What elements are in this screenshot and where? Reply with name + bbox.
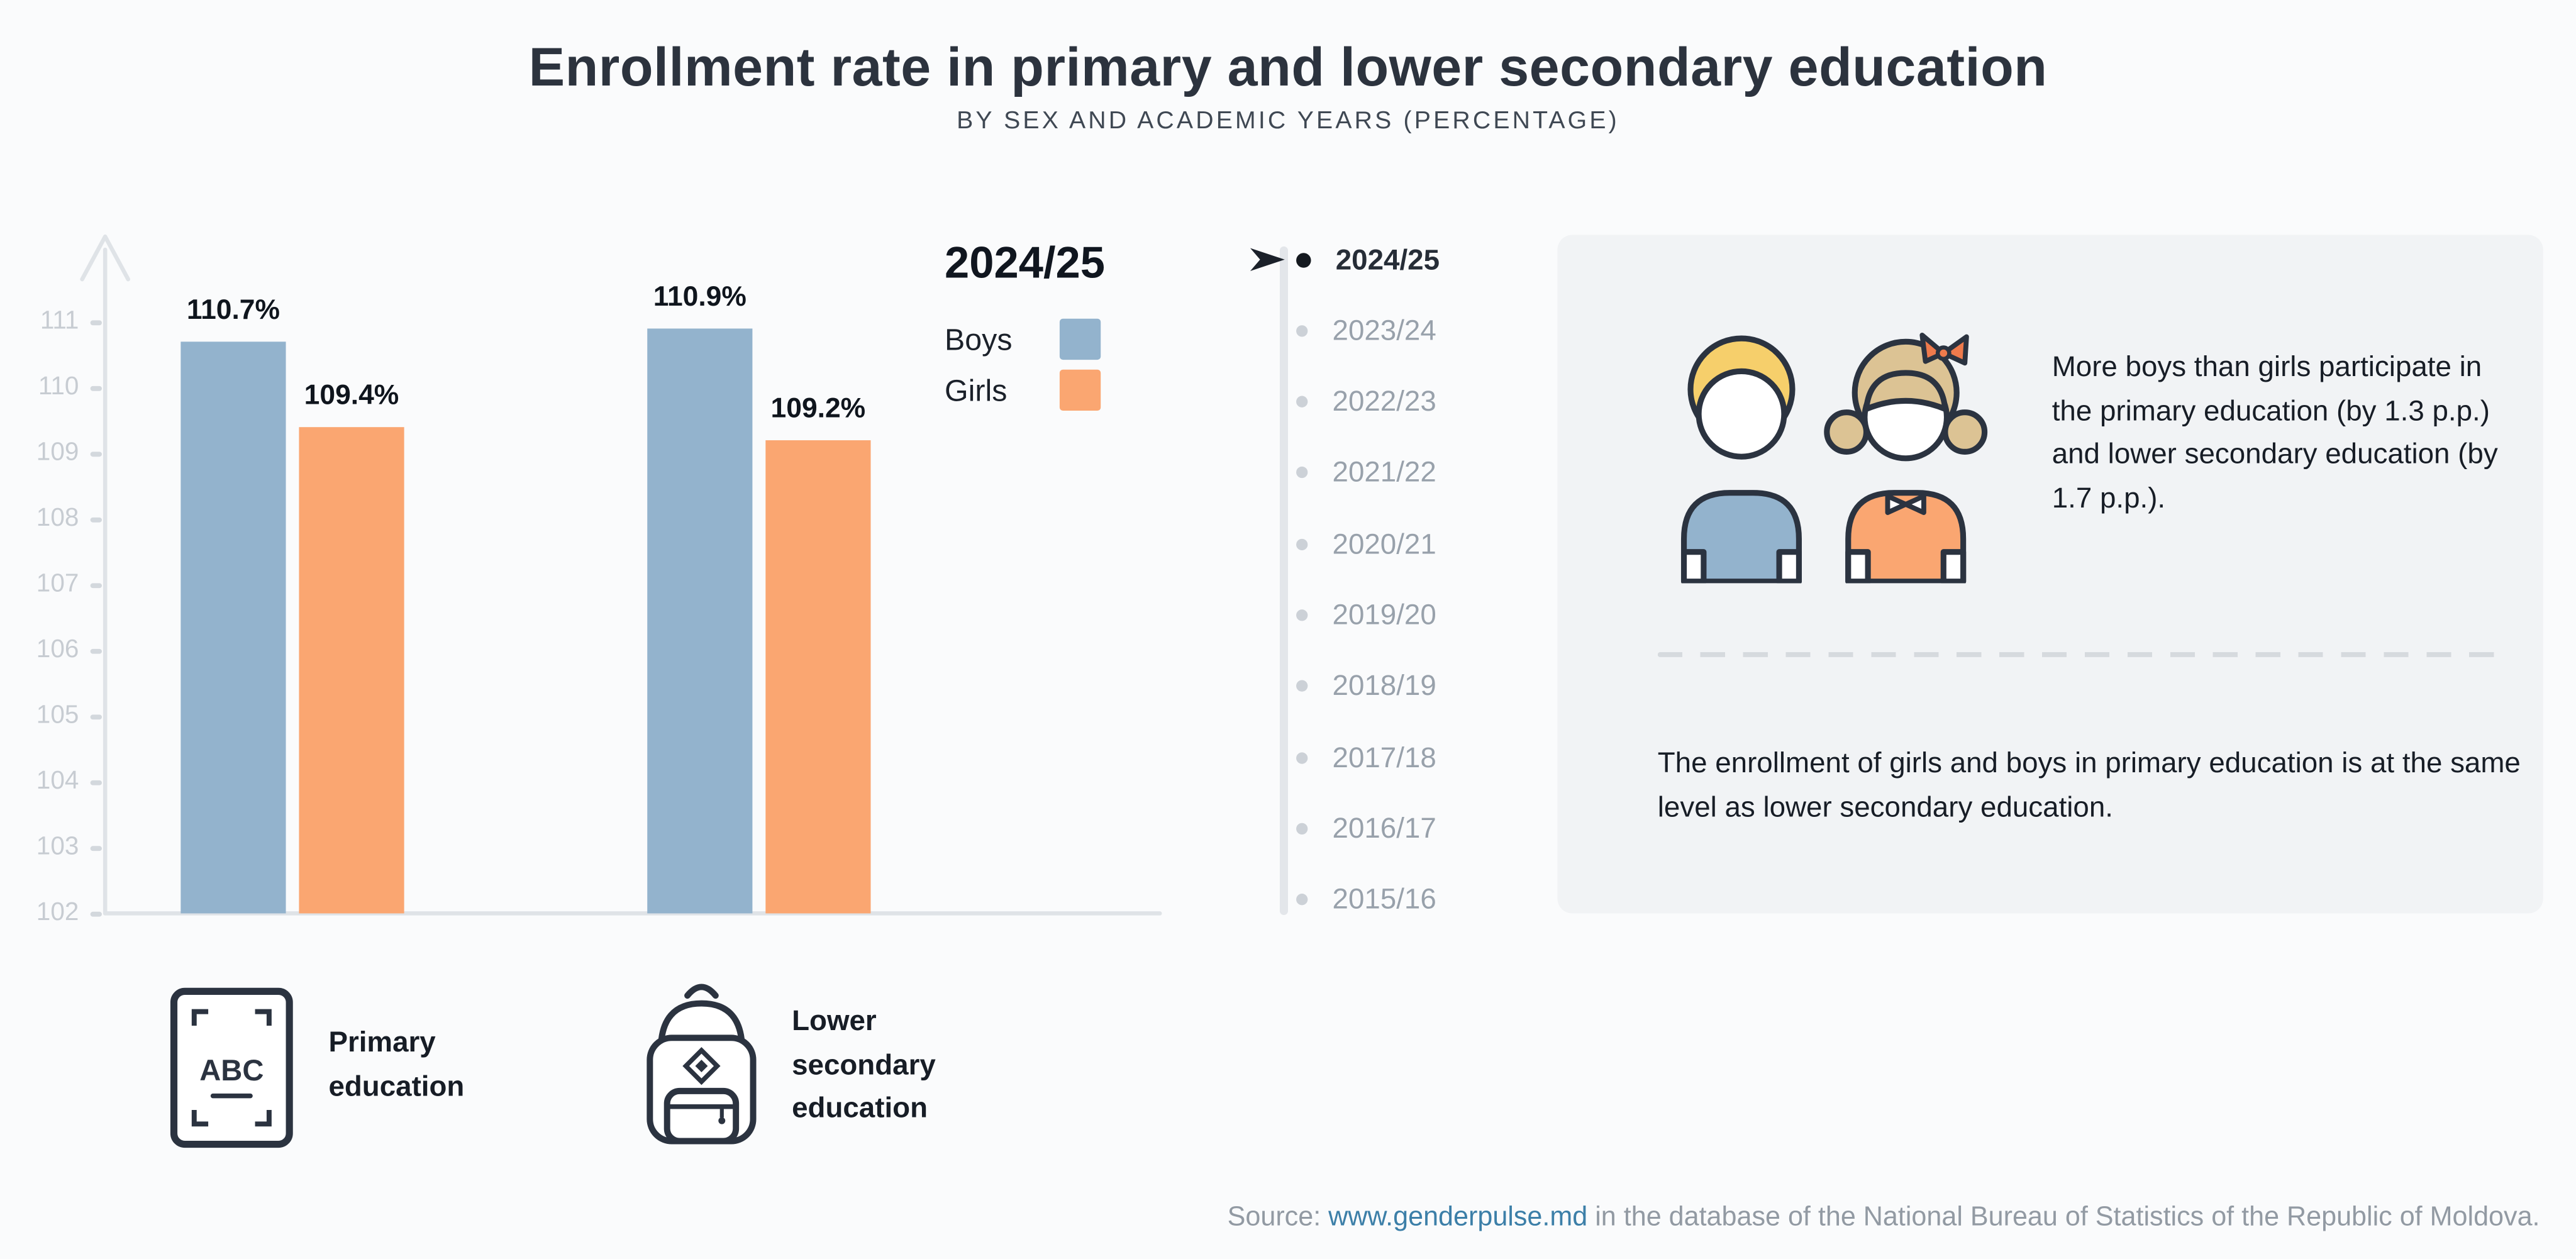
abc-book-text: ABC [199,1053,264,1087]
source-footer: Source: www.genderpulse.md in the databa… [1228,1202,2540,1234]
children-illustration [1680,332,1988,584]
timeline-year-label: 2020/21 [1332,527,1436,560]
timeline-year-label: 2015/16 [1332,883,1436,916]
girl-collar-bow-2 [1903,493,1926,515]
insight-more-boys: More boys than girls participate in the … [2051,350,2498,514]
source-prefix: Source: [1227,1202,1329,1233]
timeline-year-label: 2016/17 [1332,811,1436,845]
timeline-year-label: 2019/20 [1332,598,1436,631]
girl-shirt [1845,490,1967,584]
timeline-dot [1296,396,1308,408]
source-link[interactable]: www.genderpulse.md [1328,1202,1588,1233]
girl-figure [1824,332,1988,584]
boy-cuff-right [1776,549,1802,584]
timeline-year-2016-17[interactable]: 2016/17 [1296,809,1436,849]
legend-label-girls: Girls [945,372,1008,408]
timeline-year-2020-21[interactable]: 2020/21 [1296,524,1436,564]
girl-cuff-right [1940,549,1967,584]
bar-girls-1[interactable] [765,440,871,914]
legend-label-boys: Boys [945,322,1013,357]
girl-collar-bow [1885,493,1909,515]
timeline-year-2018-19[interactable]: 2018/19 [1296,667,1436,706]
timeline-dot [1296,252,1311,267]
timeline-year-2019-20[interactable]: 2019/20 [1296,596,1436,635]
dashed-divider [1657,652,2501,657]
bar-girls-0[interactable] [299,427,404,914]
girl-fringe [1863,370,1948,413]
backpack-icon [647,984,757,1145]
boy-shirt [1680,490,1802,584]
timeline-dot [1296,609,1308,621]
boy-figure [1680,335,1802,584]
timeline-year-label: 2022/23 [1332,384,1436,418]
timeline-dot [1296,538,1308,550]
timeline-dot [1296,894,1308,906]
boy-face [1696,368,1787,460]
timeline-year-2021-22[interactable]: 2021/22 [1296,453,1436,493]
timeline-year-2022-23[interactable]: 2022/23 [1296,382,1436,422]
timeline-year-label: 2017/18 [1332,740,1436,774]
timeline-year-label: 2024/25 [1335,242,1440,275]
timeline-year-2024-25[interactable]: 2024/25 [1296,240,1440,279]
bar-boys-1[interactable] [647,328,753,914]
bar-value-label: 109.2% [770,392,866,424]
timeline-dot [1296,467,1308,479]
legend-swatch-boys [1059,318,1101,360]
timeline-dot [1296,324,1308,337]
timeline-year-label: 2018/19 [1332,669,1436,702]
bar-value-label: 110.7% [186,294,280,326]
page-subtitle: BY SEX AND ACADEMIC YEARS (PERCENTAGE) [957,106,1619,135]
girl-bow-icon [1941,334,1969,366]
category-label-lower-secondary: Lower secondary education [792,1004,936,1124]
timeline-dot [1296,752,1308,764]
timeline-dot [1296,680,1308,692]
timeline-dot [1296,823,1308,835]
timeline-year-2023-24[interactable]: 2023/24 [1296,311,1436,351]
legend-swatch-girls [1059,369,1101,411]
bar-boys-0[interactable] [180,341,286,914]
timeline-year-label: 2023/24 [1332,313,1436,347]
timeline-year-label: 2021/22 [1332,455,1436,489]
insight-same-level: The enrollment of girls and boys in prim… [1657,745,2521,823]
boy-cuff-left [1680,549,1707,584]
timeline-year-2017-18[interactable]: 2017/18 [1296,738,1436,778]
page-title: Enrollment rate in primary and lower sec… [528,36,2048,97]
abc-book-icon: ABC [170,987,293,1148]
timeline-track [1279,246,1288,916]
girl-cuff-left [1845,549,1871,584]
source-suffix: in the database of the National Bureau o… [1587,1202,2540,1233]
category-label-primary: Primary education [328,1025,465,1102]
legend-year-title: 2024/25 [945,238,1106,288]
timeline-year-2015-16[interactable]: 2015/16 [1296,880,1436,920]
bar-value-label: 110.9% [653,280,747,313]
bar-value-label: 109.4% [304,379,399,411]
timeline-arrow-icon [1250,248,1285,272]
